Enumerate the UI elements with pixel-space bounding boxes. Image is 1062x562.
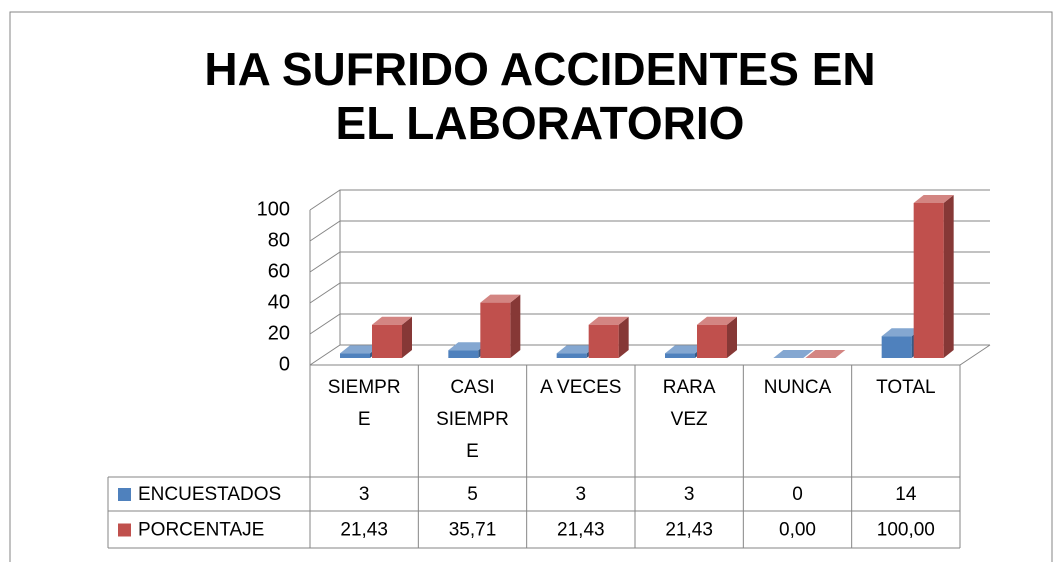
bar-top (665, 345, 705, 354)
bar-front (372, 324, 402, 358)
bar-top (773, 350, 814, 358)
table-value: 3 (684, 484, 695, 505)
bar-top (913, 195, 954, 203)
bar-top (697, 316, 737, 325)
bar-side (510, 294, 521, 358)
bar-top (881, 328, 922, 337)
bar-front (665, 353, 695, 358)
y-tick-label: 80 (268, 229, 290, 251)
chart-title: HA SUFRIDO ACCIDENTES EN EL LABORATORIO (204, 43, 876, 149)
bar (588, 316, 629, 358)
bar (773, 350, 814, 358)
table-value: 21,43 (557, 520, 605, 541)
grid-line (309, 344, 990, 366)
bar-front (588, 324, 619, 358)
category-label: RARA VEZ (662, 377, 716, 430)
grid-line (309, 251, 990, 273)
y-tick-label: 60 (268, 260, 290, 282)
y-tick-label: 20 (268, 322, 290, 344)
legend-key (118, 488, 131, 501)
bar-front (697, 324, 727, 358)
grid-line (309, 189, 990, 211)
table-value: 3 (576, 484, 587, 505)
bar-top (480, 294, 521, 303)
bar-top (556, 345, 597, 354)
bar-top (588, 316, 629, 325)
category-label: CASI SIEMPRE (436, 377, 509, 462)
category-label: SIEMPRE (327, 377, 401, 430)
bar-side (402, 316, 412, 358)
bar (805, 350, 846, 358)
legend-key (118, 523, 131, 537)
bar-front (913, 203, 944, 358)
legend-label: PORCENTAJE (138, 520, 264, 541)
table-value: 14 (895, 484, 917, 505)
category-label: NUNCA (763, 377, 832, 398)
table-value: 0 (792, 484, 803, 505)
table-value: 35,71 (449, 520, 497, 541)
legend-label: ENCUESTADOS (138, 484, 281, 505)
bar-side (943, 195, 954, 358)
y-tick-label: 40 (268, 291, 290, 313)
table-value: 3 (359, 484, 370, 505)
bar (697, 316, 737, 358)
bar-front (340, 353, 370, 358)
y-tick-label: 100 (257, 198, 290, 220)
bar-front (480, 302, 511, 358)
bar (480, 294, 521, 358)
bar-side (618, 316, 629, 358)
table-value: 5 (467, 484, 478, 505)
bar-top (340, 345, 380, 354)
table-value: 100,00 (877, 520, 935, 541)
bar (372, 316, 412, 358)
bar-side (727, 316, 737, 358)
bar-top (805, 350, 846, 358)
grid-line (309, 282, 990, 304)
table-value: 0,00 (779, 520, 816, 541)
chart-border (9, 11, 1053, 562)
bar-top (372, 316, 412, 325)
table-value: 21,43 (340, 520, 388, 541)
y-tick-label: 0 (279, 353, 290, 375)
table-value: 21,43 (665, 520, 713, 541)
category-label: TOTAL (876, 377, 936, 398)
bar-front (448, 350, 479, 358)
grid-line (309, 313, 990, 335)
bar-front (881, 336, 912, 358)
bar (913, 195, 954, 358)
grid-line (309, 220, 990, 242)
category-label: A VECES (540, 377, 622, 398)
bar-top (448, 342, 489, 351)
bar-front (556, 353, 587, 358)
